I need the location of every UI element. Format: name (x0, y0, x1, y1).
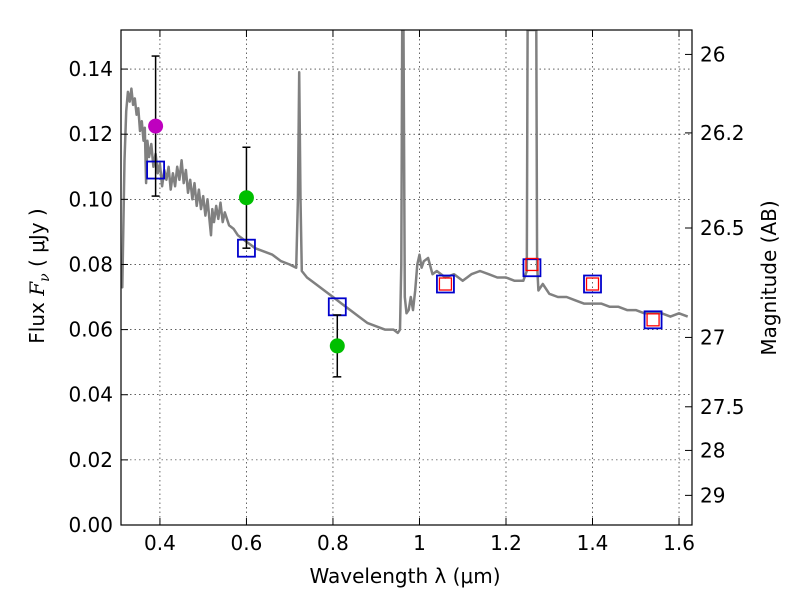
x-tick-label: 0.4 (144, 531, 176, 555)
y-axis-label-subscript: ν (37, 273, 53, 282)
y-axis-label-symbol: F (25, 281, 49, 297)
circle-marker (238, 190, 254, 206)
axis-layer: 0.4 0.6 0.8 1 1.2 1.4 1.6 0.00 0.02 0.04 0.06 0.08 0… (68, 30, 745, 555)
red-square-marker (585, 277, 600, 291)
x-tick-label: 1.4 (577, 531, 609, 555)
blue-square-marker (522, 258, 542, 278)
y-axis-label: Flux Fν ( μJy ) (25, 208, 53, 343)
red-square-marker (646, 313, 660, 327)
y-tick-label: 0.04 (68, 383, 113, 407)
red-square-marker (525, 257, 539, 272)
x-tick-label: 1.2 (490, 531, 522, 555)
marker-layer (146, 55, 663, 378)
grid (121, 30, 692, 526)
y-tick-label: 0.00 (68, 513, 113, 537)
y-axis-right-label: Magnitude (AB) (757, 200, 781, 355)
red-square-marker (438, 277, 453, 291)
plot-frame (120, 29, 693, 526)
x-tick-label: 1 (413, 531, 426, 555)
spectrum-line (121, 30, 689, 335)
circle-marker (329, 338, 345, 354)
magnitude-tick-label: 26.2 (700, 121, 745, 145)
y-tick-label: 0.06 (68, 318, 113, 342)
y-axis-label-suffix: ( μJy ) (25, 208, 49, 273)
y-tick-label: 0.02 (68, 448, 113, 472)
spectrum-layer (121, 30, 689, 335)
y-tick-label: 0.12 (68, 122, 113, 146)
blue-square-marker (436, 274, 455, 294)
magnitude-tick-label: 29 (700, 483, 725, 507)
y-tick-label: 0.10 (68, 187, 113, 211)
blue-square-marker (643, 310, 663, 330)
magnitude-tick-label: 26.5 (700, 216, 745, 240)
magnitude-tick-label: 28 (700, 438, 725, 462)
y-tick-label: 0.14 (68, 57, 113, 81)
magnitude-tick-label: 27.5 (700, 395, 745, 419)
x-axis-label: Wavelength λ (μm) (309, 564, 500, 588)
blue-square-marker (583, 274, 602, 294)
circle-marker (148, 118, 164, 134)
magnitude-tick-label: 27 (700, 325, 725, 349)
y-tick-label: 0.08 (68, 252, 113, 276)
magnitude-tick-label: 26 (700, 42, 725, 66)
x-tick-label: 0.6 (231, 531, 263, 555)
y-axis-label-prefix: Flux (25, 296, 49, 344)
x-tick-label: 0.8 (317, 531, 349, 555)
x-tick-label: 1.6 (663, 531, 695, 555)
